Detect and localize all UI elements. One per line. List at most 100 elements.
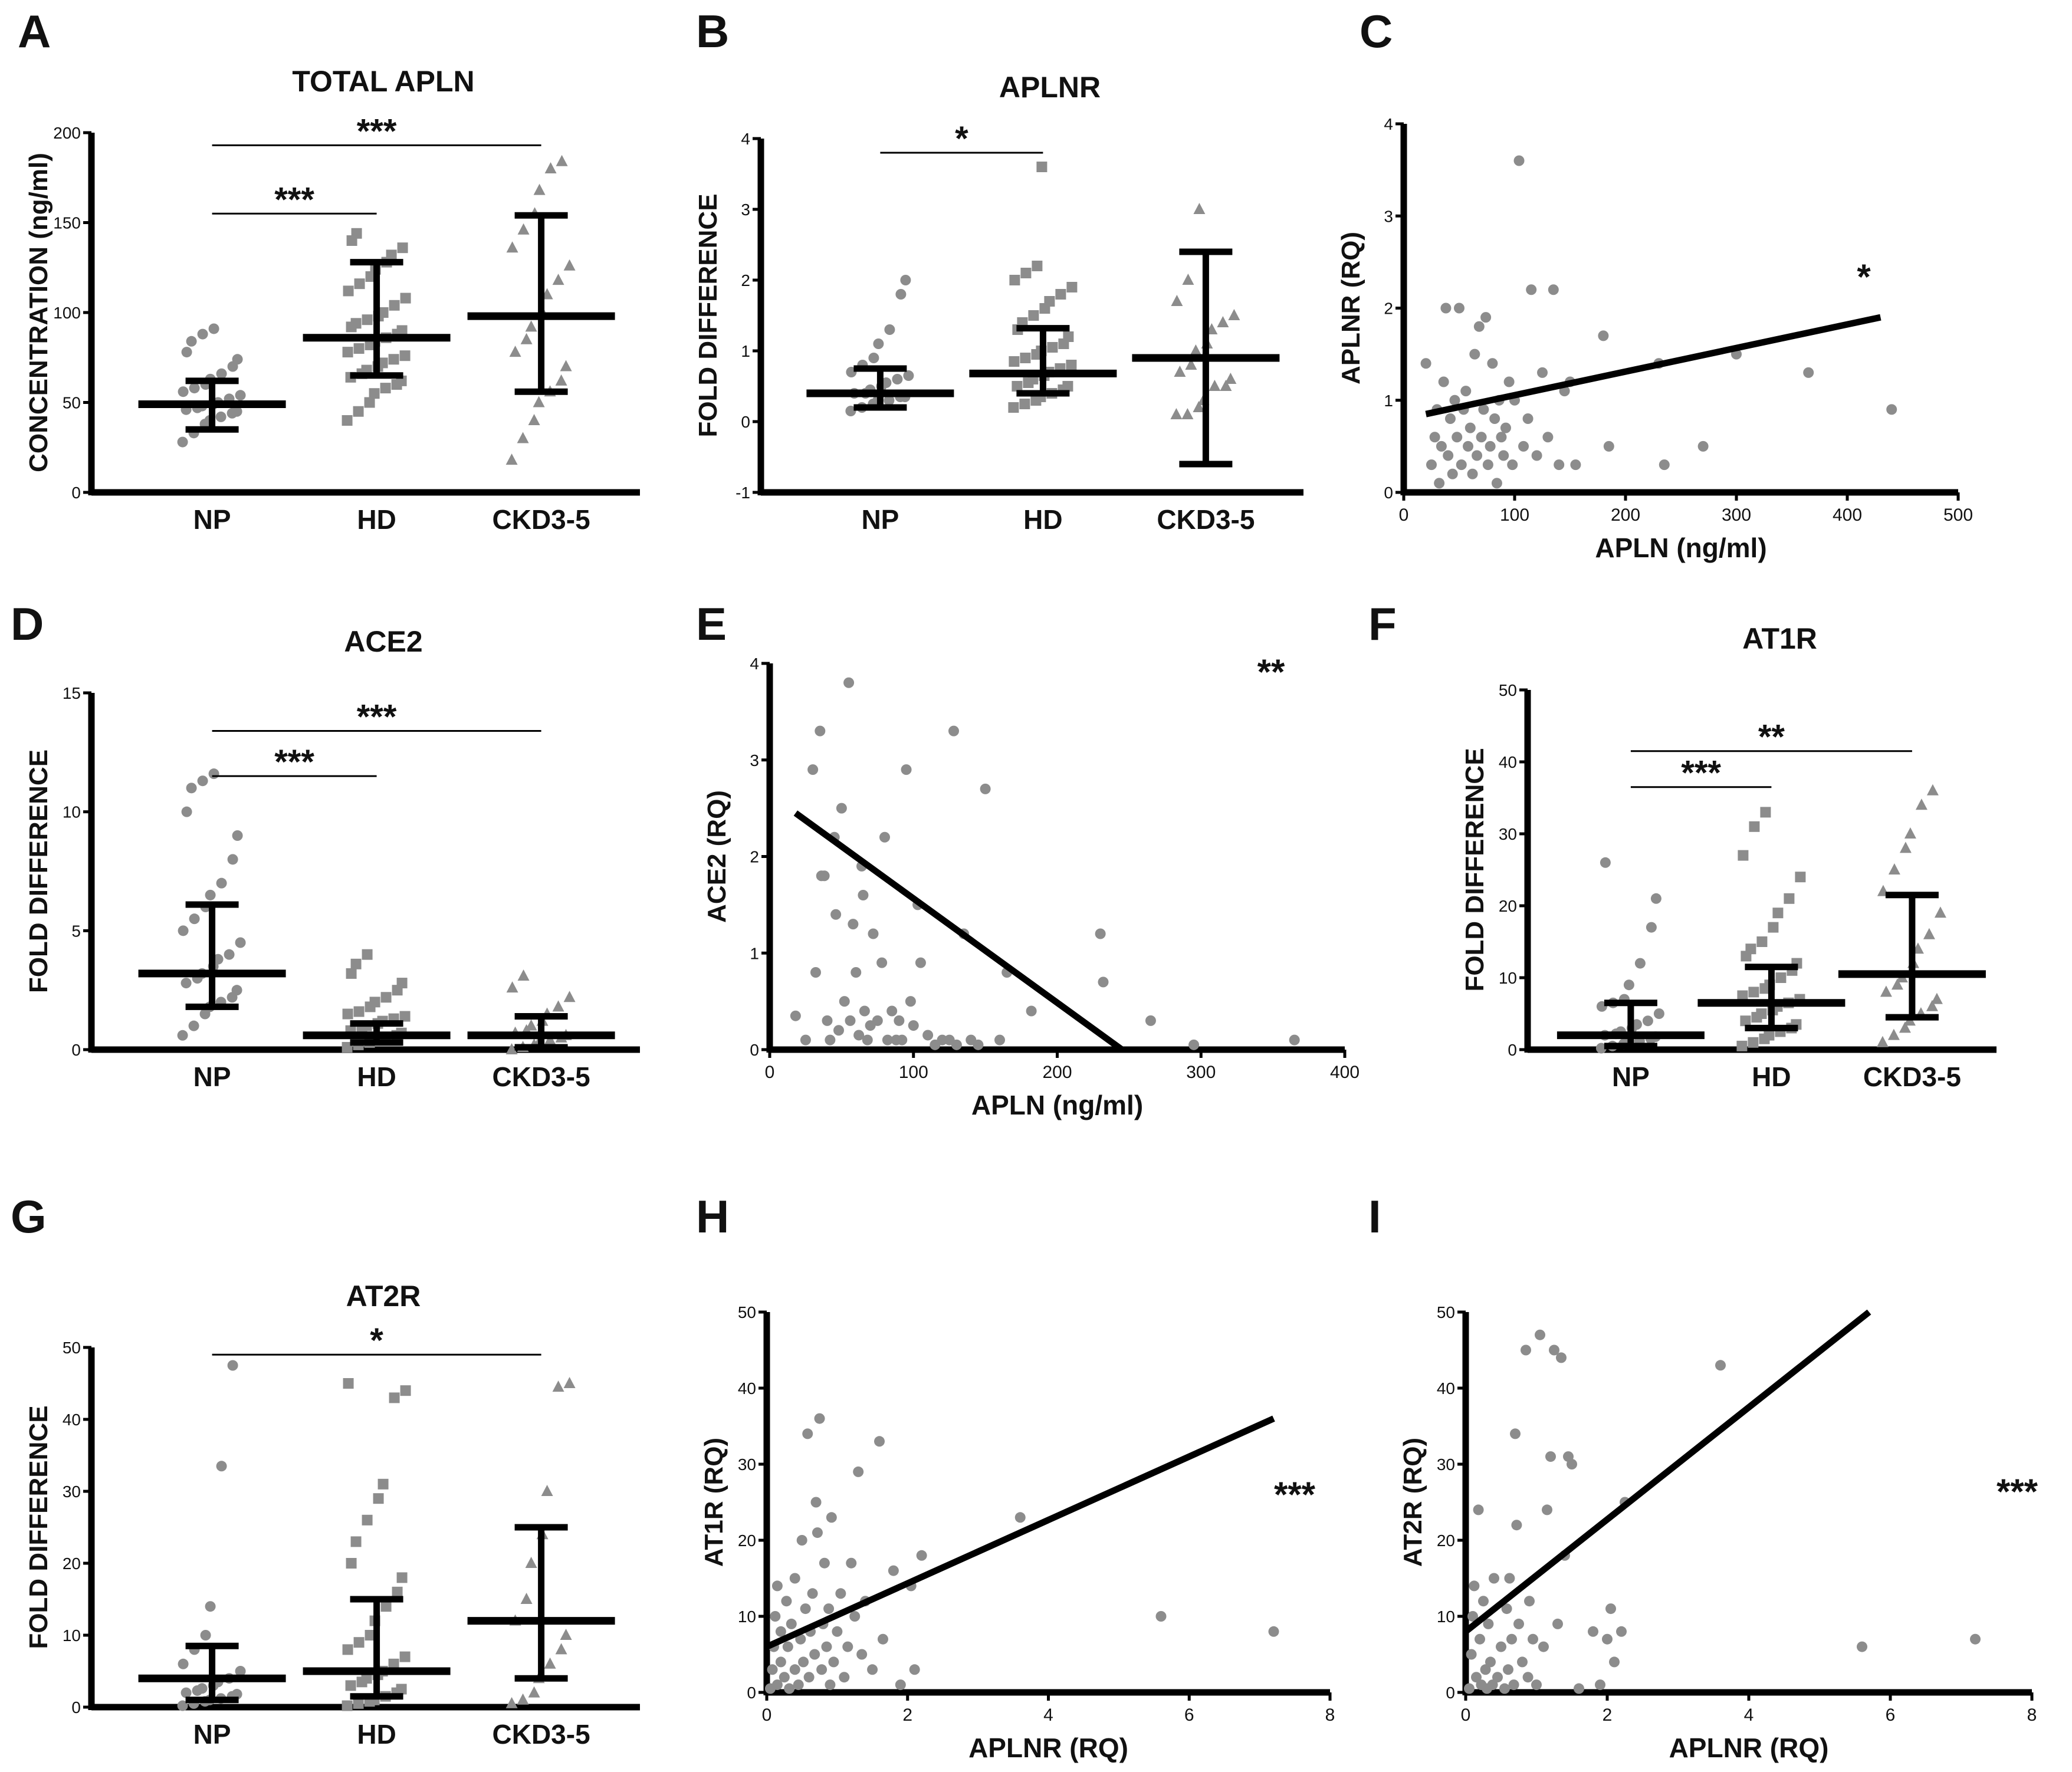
y-axis-label-i: AT2R (RQ) (1398, 1438, 1427, 1567)
data-point-e (1145, 1015, 1156, 1026)
data-point-f (1737, 990, 1748, 1001)
x-tick-label-e: 100 (899, 1063, 928, 1082)
panel-title-f: AT1R (1742, 622, 1817, 655)
data-point-c (1440, 303, 1452, 314)
data-point-i (1609, 1656, 1620, 1668)
data-point-f (1926, 1000, 1938, 1011)
x-category-label-b: NP (861, 504, 899, 535)
data-point-b (1066, 360, 1077, 370)
data-point-e (825, 1034, 836, 1046)
data-point-e (819, 870, 830, 882)
panel-letter-b: B (696, 5, 729, 57)
data-point-g (353, 1698, 364, 1709)
data-point-e (1095, 928, 1106, 939)
data-point-h (846, 1557, 857, 1569)
y-tick-label-e: 0 (750, 1041, 759, 1059)
data-point-e (905, 996, 916, 1007)
data-point-c (1467, 468, 1478, 479)
data-point-i (1528, 1633, 1538, 1645)
data-point-b (1009, 356, 1020, 367)
data-point-f (1756, 936, 1768, 947)
data-point-a (208, 323, 219, 334)
data-point-a (380, 383, 391, 394)
panel-letter-g: G (11, 1191, 47, 1242)
y-tick-label-f: 30 (1499, 825, 1517, 843)
data-point-c (1886, 404, 1897, 415)
data-point-g (396, 1684, 407, 1695)
x-category-label-d: NP (193, 1061, 231, 1092)
y-tick-label-c: 1 (1384, 392, 1393, 410)
data-point-h (793, 1679, 804, 1691)
data-point-d (224, 949, 235, 960)
x-tick-label-i: 0 (1461, 1705, 1471, 1725)
data-point-i (1510, 1428, 1521, 1439)
data-point-a (350, 318, 362, 329)
data-point-i (1574, 1683, 1584, 1694)
data-point-a (186, 336, 197, 347)
panel-letter-h: H (696, 1191, 729, 1242)
data-point-g (525, 1557, 537, 1568)
data-point-i (1506, 1633, 1517, 1645)
data-point-h (796, 1535, 807, 1546)
data-point-h (803, 1672, 815, 1683)
data-point-i (1513, 1618, 1524, 1629)
data-point-i (1499, 1683, 1510, 1694)
y-tick-label-f: 0 (1508, 1041, 1517, 1059)
data-point-b (1032, 261, 1043, 271)
y-tick-label-e: 3 (750, 751, 759, 770)
x-axis-label-c: APLN (ng/ml) (1595, 532, 1766, 563)
data-point-e (858, 890, 869, 900)
panel-i: I 0 10 20 30 40 50 AT2R (RQ) 0 2 4 6 8 APLNR (RQ) *** (1368, 1191, 2038, 1763)
data-point-h (877, 1633, 888, 1645)
data-point-c (1522, 413, 1534, 424)
data-point-e (894, 1015, 905, 1026)
data-point-h (771, 1679, 783, 1691)
y-tick-label-f: 50 (1499, 681, 1517, 699)
data-point-h (810, 1497, 822, 1508)
data-point-h (814, 1413, 825, 1424)
data-point-i (1504, 1573, 1515, 1584)
data-point-g (541, 1485, 553, 1496)
data-point-h (784, 1683, 795, 1694)
data-point-h (775, 1656, 786, 1668)
y-tick-label-a: 50 (63, 394, 81, 412)
data-point-a (552, 274, 564, 285)
y-tick-label-e: 1 (750, 944, 759, 962)
y-tick-label-d: 5 (71, 922, 81, 940)
data-point-c (1454, 303, 1464, 314)
data-point-a (343, 285, 354, 297)
data-point-h (767, 1664, 778, 1675)
data-point-g (528, 1686, 540, 1698)
data-point-d (177, 1030, 188, 1041)
data-point-e (815, 725, 826, 737)
x-category-label-a: HD (357, 504, 396, 535)
data-point-i (1517, 1656, 1528, 1668)
data-point-d (505, 1043, 518, 1054)
data-point-e (882, 1034, 893, 1046)
data-point-c (1480, 312, 1492, 323)
data-point-c (1491, 478, 1502, 489)
y-axis-label-g: FOLD DIFFERENCE (24, 1405, 53, 1649)
data-point-c (1460, 386, 1472, 397)
panel-title-d: ACE2 (344, 625, 422, 658)
y-tick-label-h: 0 (747, 1684, 756, 1702)
y-tick-label-h: 10 (738, 1607, 756, 1626)
data-point-f (1756, 1008, 1767, 1019)
data-point-f (1738, 850, 1749, 861)
data-point-i (1492, 1672, 1503, 1683)
data-point-f (1634, 958, 1646, 969)
y-tick-label-d: 15 (63, 684, 81, 702)
data-point-c (1438, 376, 1449, 387)
data-point-b (1185, 359, 1197, 370)
data-point-c (1478, 404, 1489, 415)
data-point-f (1595, 1043, 1607, 1054)
y-tick-label-h: 40 (738, 1379, 756, 1398)
data-point-c (1449, 394, 1460, 406)
data-point-f (1923, 928, 1935, 939)
data-point-c (1498, 450, 1509, 461)
data-point-a (177, 436, 188, 448)
data-point-e (908, 1020, 919, 1031)
data-point-h (826, 1512, 837, 1523)
data-point-g (196, 1683, 208, 1694)
data-point-h (916, 1550, 927, 1561)
